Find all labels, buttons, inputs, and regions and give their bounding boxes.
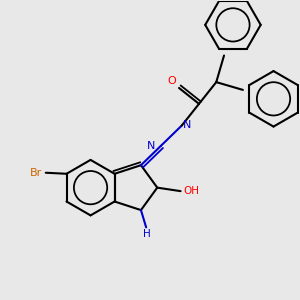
Text: H: H	[143, 229, 151, 239]
Text: O: O	[167, 76, 176, 86]
Text: OH: OH	[183, 186, 199, 196]
Text: N: N	[183, 120, 192, 130]
Text: N: N	[147, 141, 155, 151]
Text: Br: Br	[30, 168, 42, 178]
